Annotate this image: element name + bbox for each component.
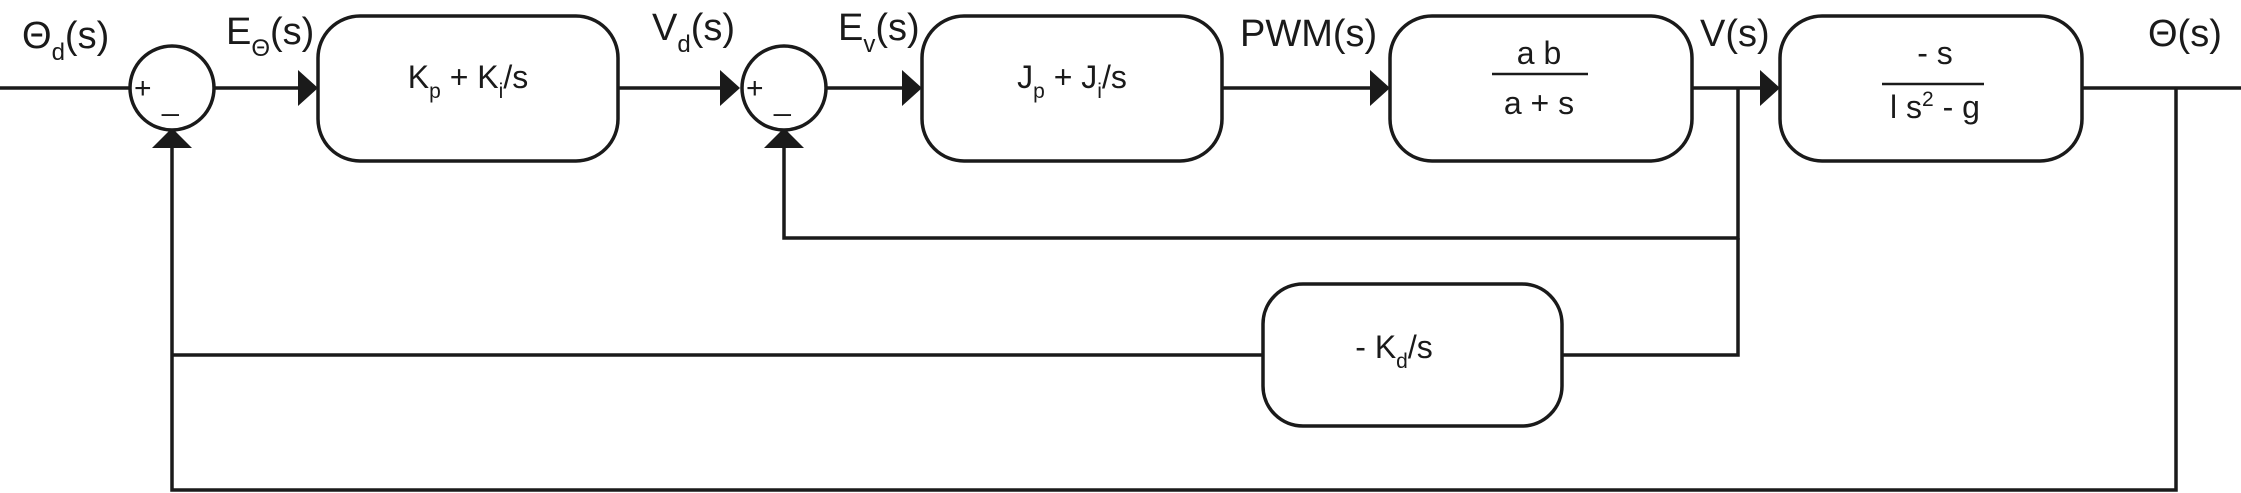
inner-pi-op: + [1045,59,1081,95]
sum2-plus-sign: + [746,72,764,105]
signal-labels: Θd(s) EΘ(s) Vd(s) Ev(s) PWM(s) V(s) Θ(s) [22,7,2222,66]
label-theta-d-sub: d [52,39,65,66]
label-v-d-tail: (s) [691,7,735,49]
motor-transfer-block: a b a + s [1388,14,1694,163]
derivative-gain-block: - Kd/s [1261,282,1564,428]
outer-pi-op: + [441,59,477,95]
sum2-minus-sign: _ [773,84,792,117]
sum1-plus-sign: + [134,72,152,105]
outer-pi-sub2: i [499,80,504,103]
derivative-gain-box [1261,282,1564,428]
summing-junction-1-circle [128,44,216,132]
outer-pi-controller-block: Kp + Ki/s [316,14,620,163]
arrowhead-inner-pi-input [902,70,922,106]
label-theta-d-main: Θ [22,15,52,57]
summing-junction-2-circle [740,44,828,132]
inner-pi-transfer-function: Jp + Ji/s [1017,59,1127,103]
outer-pi-k2: K [477,59,498,95]
inner-pi-controller-block: Jp + Ji/s [920,14,1224,163]
label-e-v-sub: v [863,31,875,58]
motor-denominator: a + s [1504,85,1574,121]
inner-pi-k1: J [1017,59,1033,95]
arrowhead-sum2-input [720,70,740,106]
inner-pi-k2: J [1081,59,1097,95]
arrowhead-sum2-feedback [764,128,804,148]
label-v-d: Vd(s) [652,7,735,58]
outer-pi-sub1: p [429,80,441,103]
summing-junction-2: + _ [740,44,828,132]
pendulum-denominator: l s2 - g [1890,88,1980,125]
line-derivative-feedback-in [1562,238,1740,357]
label-theta-d: Θd(s) [22,15,109,66]
inner-pi-controller-box [920,14,1224,163]
outer-pi-tail: /s [503,59,528,95]
arrowhead-sum1-feedback [152,128,192,148]
label-v-d-main: V [652,7,678,49]
outer-pi-controller-box [316,14,620,163]
inner-pi-sub1: p [1033,80,1045,103]
outer-pi-transfer-function: Kp + Ki/s [408,59,528,103]
summing-junction-1: + _ [128,44,216,132]
derivative-tail: /s [1408,329,1433,365]
sum1-minus-sign: _ [161,84,180,117]
label-e-theta-sub: Θ [251,35,270,62]
label-v-d-sub: d [677,31,690,58]
label-e-theta-tail: (s) [270,11,314,53]
arrowhead-motor-input [1370,70,1390,106]
derivative-transfer-function: - Kd/s [1355,329,1432,373]
pendulum-den-b: - g [1934,89,1980,125]
label-v: V(s) [1700,13,1770,55]
derivative-prefix: - K [1355,329,1396,365]
label-pwm: PWM(s) [1240,13,1377,55]
label-e-theta: EΘ(s) [226,11,314,62]
line-angle-feedback [170,88,2178,492]
label-e-v-tail: (s) [875,7,919,49]
derivative-sub: d [1396,350,1408,373]
motor-numerator: a b [1517,35,1561,71]
label-e-theta-main: E [226,11,251,53]
pendulum-den-exponent: 2 [1922,88,1934,111]
label-e-v-main: E [838,7,863,49]
label-e-v: Ev(s) [838,7,920,58]
pendulum-den-a: l s [1890,89,1922,125]
arrowhead-outer-pi-input [298,70,318,106]
inner-pi-sub2: i [1097,80,1102,103]
label-theta-d-tail: (s) [65,15,109,57]
signal-lines [0,86,2241,492]
arrowheads [152,70,1780,148]
pendulum-transfer-block: - s l s2 - g [1778,14,2084,163]
inner-pi-tail: /s [1102,59,1127,95]
label-theta: Θ(s) [2148,13,2222,55]
pendulum-transfer-box [1778,14,2084,163]
outer-pi-k1: K [408,59,429,95]
line-velocity-feedback [782,88,1740,240]
arrowhead-pendulum-input [1760,70,1780,106]
pendulum-numerator: - s [1917,35,1953,71]
motor-transfer-box [1388,14,1694,163]
